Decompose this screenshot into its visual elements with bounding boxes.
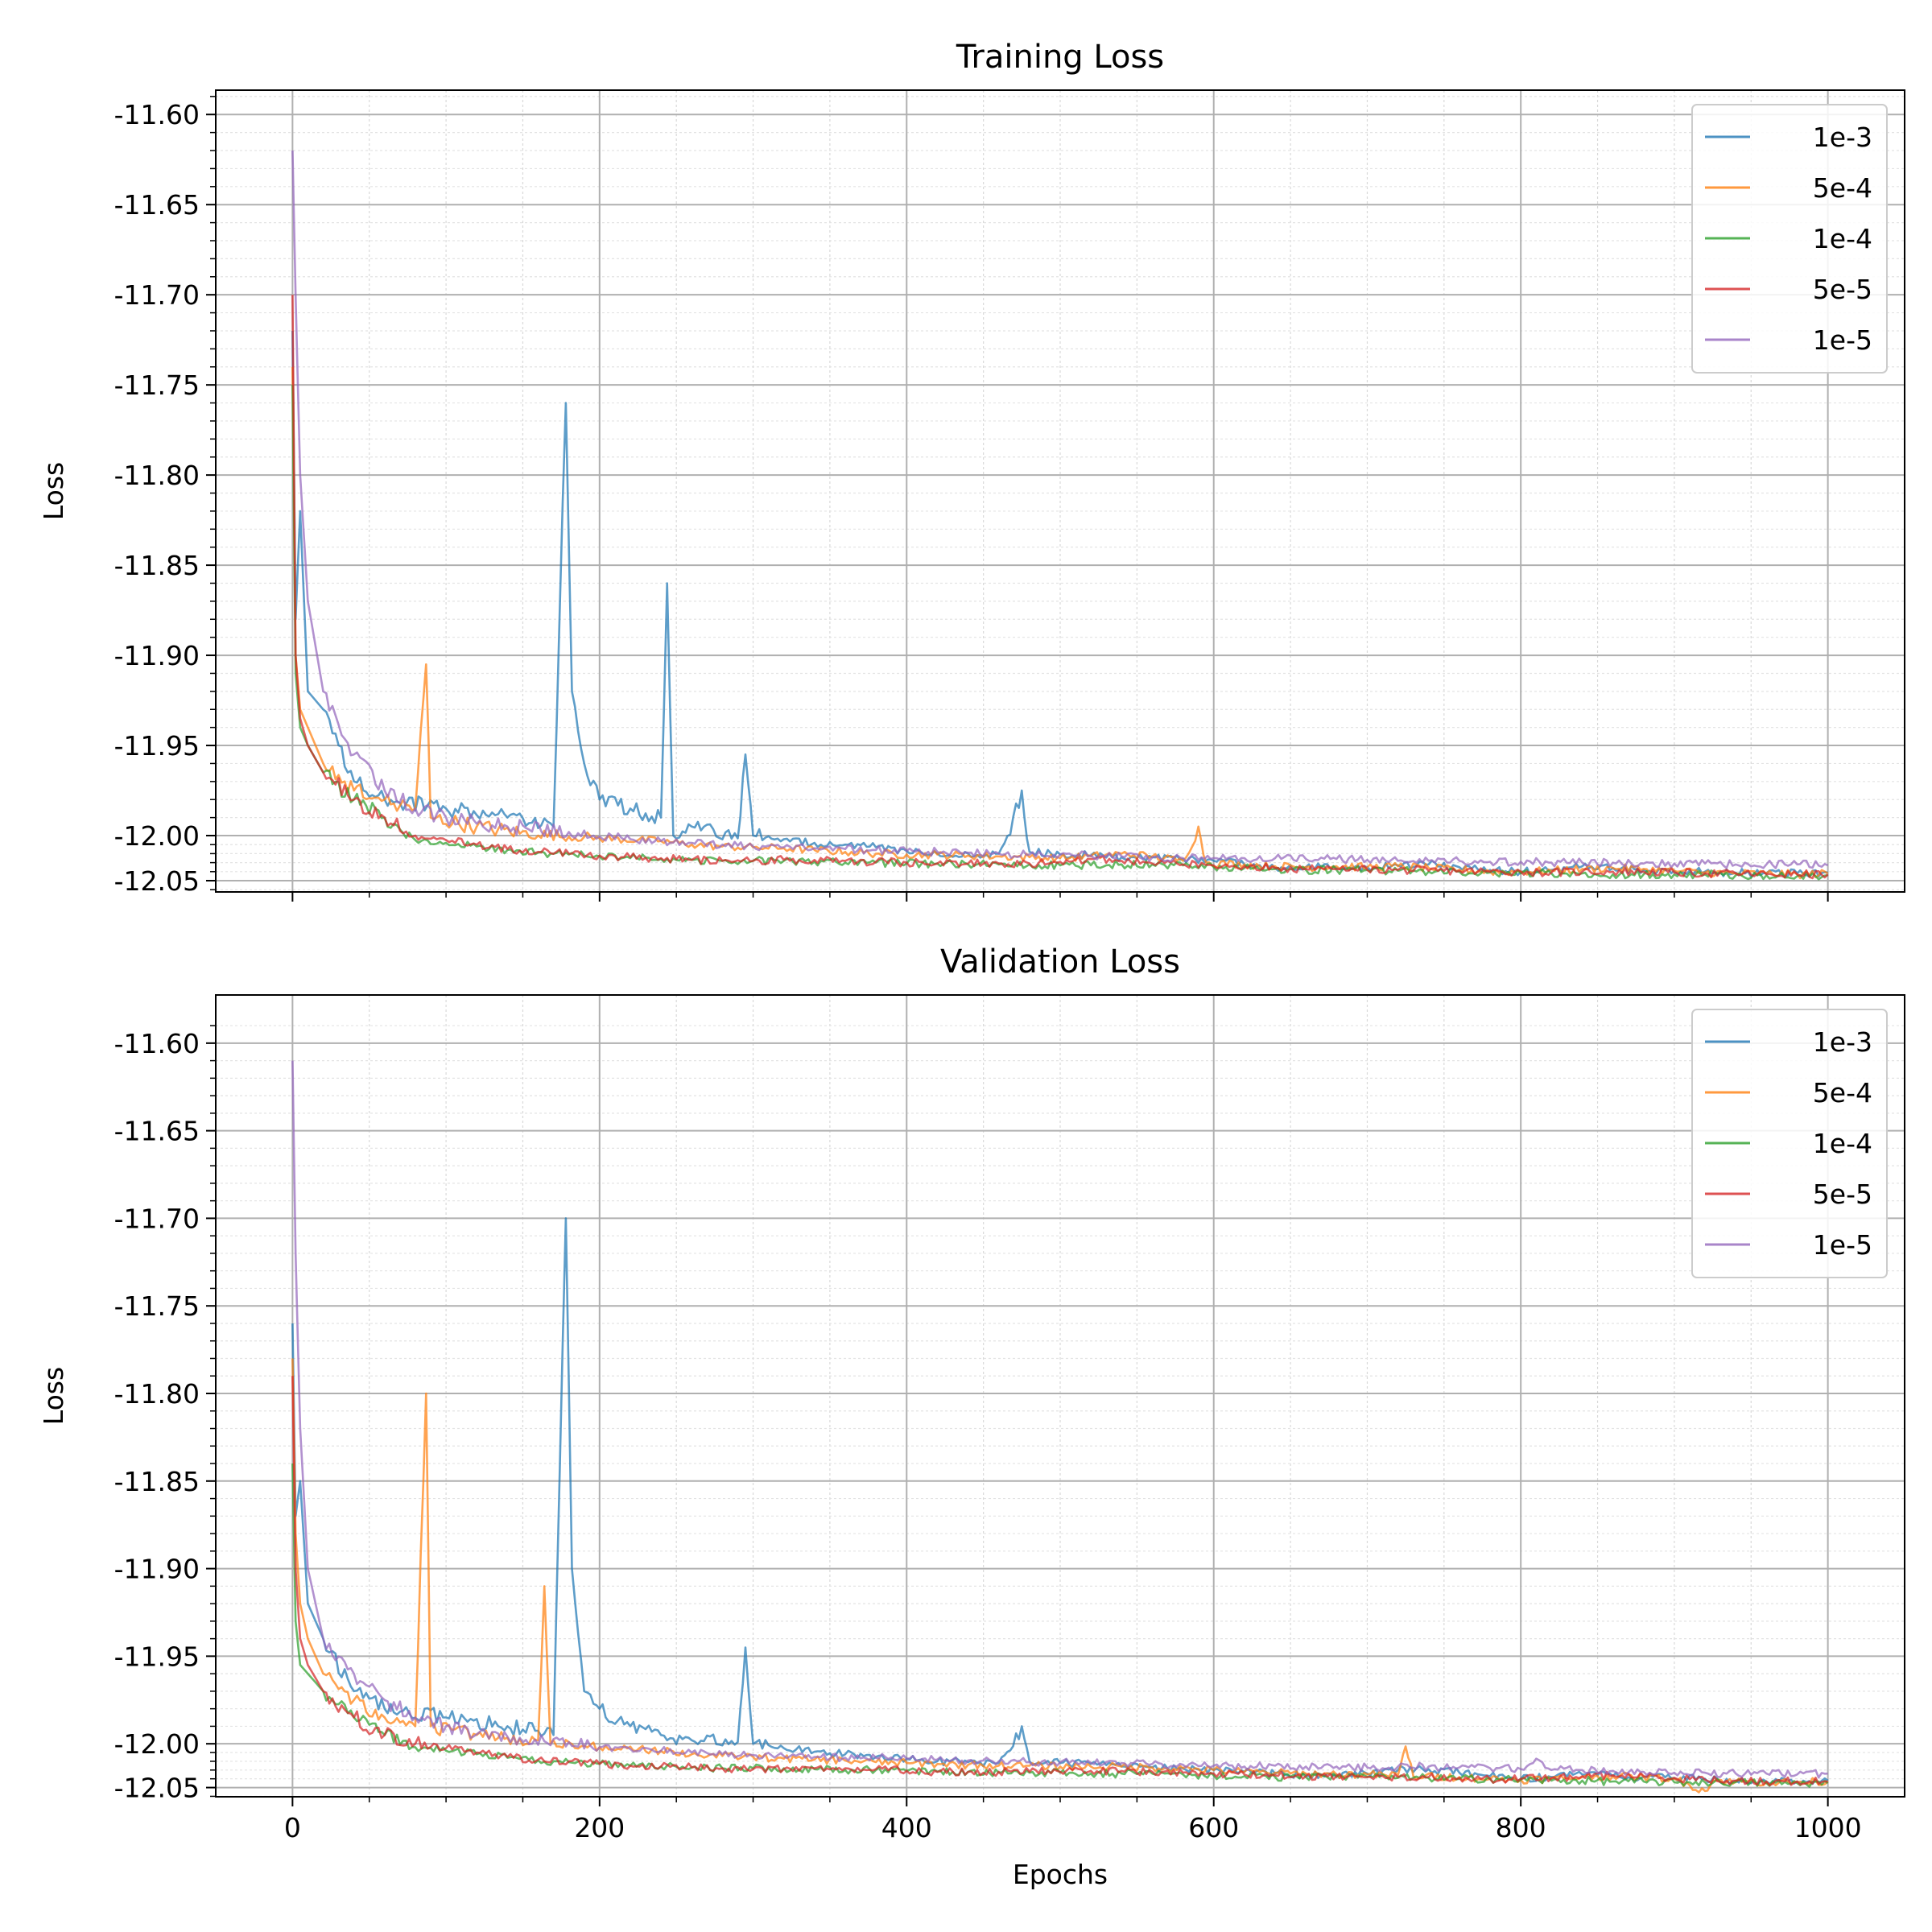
- legend-label-5e-5: 5e-5: [1813, 1179, 1872, 1210]
- series-line-1e-4: [291, 385, 1828, 881]
- x-tick-label: 0: [284, 1812, 301, 1843]
- y-tick-label: -11.80: [114, 460, 200, 491]
- training-plot-frame: [215, 89, 1905, 893]
- validation-loss-panel: 0 200 400 600 800 1000 -11.60 -11.65 -11.70 -11.7…: [38, 943, 1905, 1890]
- training-legend: 1e-3 5e-4 1e-4 5e-5 1e-5: [1691, 104, 1888, 374]
- y-tick-label: -11.85: [114, 550, 200, 581]
- validation-legend: 1e-3 5e-4 1e-4 5e-5 1e-5: [1691, 1009, 1888, 1278]
- training-grid: [216, 90, 1905, 892]
- legend-label-1e-5: 1e-5: [1813, 324, 1872, 356]
- validation-plot-frame: [215, 994, 1905, 1798]
- legend-label-1e-4: 1e-4: [1813, 223, 1872, 254]
- training-ylabel: Loss: [38, 462, 69, 520]
- series-line-5e-5: [291, 295, 1829, 880]
- x-tick-label: 1000: [1794, 1812, 1862, 1843]
- y-tick-label: -11.60: [114, 99, 200, 130]
- y-tick-label: -11.95: [114, 1641, 200, 1672]
- y-tick-label: -11.60: [114, 1028, 200, 1059]
- legend-label-1e-3: 1e-3: [1813, 122, 1872, 153]
- x-tick-label: 800: [1496, 1812, 1546, 1843]
- y-tick-label: -11.75: [114, 369, 200, 401]
- y-tick-label: -12.05: [114, 1773, 200, 1804]
- y-tick-label: -11.65: [114, 189, 200, 221]
- validation-ticks: 0 200 400 600 800 1000 -11.60 -11.65 -11.70 -11.7…: [114, 1025, 1862, 1843]
- training-title: Training Loss: [956, 39, 1164, 76]
- y-tick-label: -11.70: [114, 279, 200, 311]
- x-tick-label: 200: [574, 1812, 625, 1843]
- series-line-1e-5: [291, 1060, 1828, 1779]
- validation-series-lines: [291, 1060, 1829, 1794]
- legend-label-5e-4: 5e-4: [1813, 172, 1872, 204]
- series-line-1e-3: [291, 330, 1828, 878]
- y-tick-label: -11.90: [114, 1554, 200, 1585]
- legend-label-1e-4: 1e-4: [1813, 1128, 1872, 1159]
- legend-label-1e-3: 1e-3: [1813, 1026, 1872, 1058]
- y-tick-label: -11.90: [114, 640, 200, 671]
- series-line-1e-3: [291, 1217, 1829, 1785]
- y-tick-label: -12.05: [114, 865, 200, 897]
- y-tick-label: -11.85: [114, 1466, 200, 1497]
- y-tick-label: -12.00: [114, 820, 200, 852]
- validation-title: Validation Loss: [940, 943, 1180, 980]
- y-tick-label: -11.65: [114, 1116, 200, 1147]
- legend-box: [1691, 1009, 1888, 1278]
- series-line-1e-5: [291, 150, 1829, 869]
- legend-box: [1691, 104, 1888, 374]
- y-tick-label: -11.95: [114, 730, 200, 762]
- training-loss-panel: -11.60 -11.65 -11.70 -11.75 -11.80 -11.85 -11.…: [38, 39, 1905, 902]
- y-tick-label: -12.00: [114, 1728, 200, 1760]
- validation-ylabel: Loss: [38, 1367, 69, 1425]
- x-tick-label: 600: [1188, 1812, 1239, 1843]
- validation-xlabel: Epochs: [1013, 1859, 1108, 1890]
- y-tick-label: -11.80: [114, 1378, 200, 1410]
- x-tick-label: 400: [881, 1812, 932, 1843]
- legend-label-5e-4: 5e-4: [1813, 1077, 1872, 1108]
- training-series-lines: [291, 150, 1829, 881]
- y-tick-label: -11.70: [114, 1203, 200, 1234]
- legend-label-5e-5: 5e-5: [1813, 274, 1872, 305]
- y-tick-label: -11.75: [114, 1290, 200, 1322]
- training-ticks: -11.60 -11.65 -11.70 -11.75 -11.80 -11.85 -11.…: [114, 96, 1829, 902]
- series-line-5e-5: [291, 1376, 1828, 1786]
- legend-label-1e-5: 1e-5: [1813, 1229, 1872, 1261]
